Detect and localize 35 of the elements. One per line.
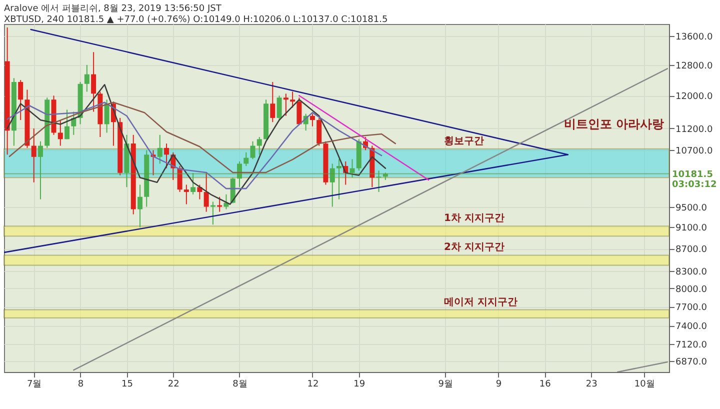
x-tick-label: 8월 bbox=[232, 380, 248, 390]
y-tick-label: 13600.0 bbox=[676, 32, 713, 43]
y-tick-label: 12000.0 bbox=[676, 92, 713, 102]
y-tick-label: 7400.0 bbox=[676, 322, 708, 332]
x-tick-label: 16 bbox=[539, 380, 552, 390]
band-label: 1차 지지구간 bbox=[444, 213, 504, 224]
x-tick-label: 15 bbox=[121, 380, 133, 390]
y-tick-label: 8700.0 bbox=[676, 245, 708, 256]
x-tick-label: 23 bbox=[586, 380, 598, 390]
annotation: 비트인포 아라사랑 bbox=[564, 117, 664, 131]
band-label: 메이저 지지구간 bbox=[444, 296, 518, 308]
y-tick-label: 7120.0 bbox=[676, 340, 708, 350]
text: Aralove 에서 퍼블리쉬, 8월 23, 2019 13:56:50 JST bbox=[4, 4, 222, 14]
x-tick-label: 7월 bbox=[26, 380, 42, 390]
x-tick-label: 9월 bbox=[438, 380, 453, 390]
text: 03:03:12 bbox=[672, 180, 717, 190]
y-tick-label: 9100.0 bbox=[676, 224, 708, 234]
x-tick-label: 12 bbox=[307, 380, 319, 390]
annotation: XBTUSD, 240 10181.5 ▲ +77.0 (+0.76%) O:10149.0 H:10206.0 L:10137.0 C:10181.5 bbox=[4, 15, 388, 25]
y-tick-label: 10700.0 bbox=[676, 146, 713, 157]
band-label: 2차 지지구간 bbox=[444, 242, 504, 254]
y-tick-label: 11200.0 bbox=[676, 124, 713, 135]
y-tick-label: 9500.0 bbox=[676, 203, 708, 214]
x-tick-label: 10월 bbox=[634, 380, 655, 390]
y-tick-label: 8300.0 bbox=[676, 267, 708, 278]
band-label: 횡보구간 bbox=[444, 136, 484, 147]
x-tick-label: 9 bbox=[496, 380, 502, 390]
y-tick-label: 7700.0 bbox=[676, 303, 708, 314]
y-tick-label: 12800.0 bbox=[676, 61, 713, 72]
y-tick-label: 8000.0 bbox=[676, 284, 708, 295]
ref-line-label: 10181.5 bbox=[672, 170, 713, 180]
x-tick-label: 22 bbox=[168, 380, 180, 390]
y-tick-label: 6870.0 bbox=[676, 357, 708, 368]
x-tick-label: 8 bbox=[78, 380, 84, 390]
x-tick-label: 19 bbox=[354, 380, 366, 390]
